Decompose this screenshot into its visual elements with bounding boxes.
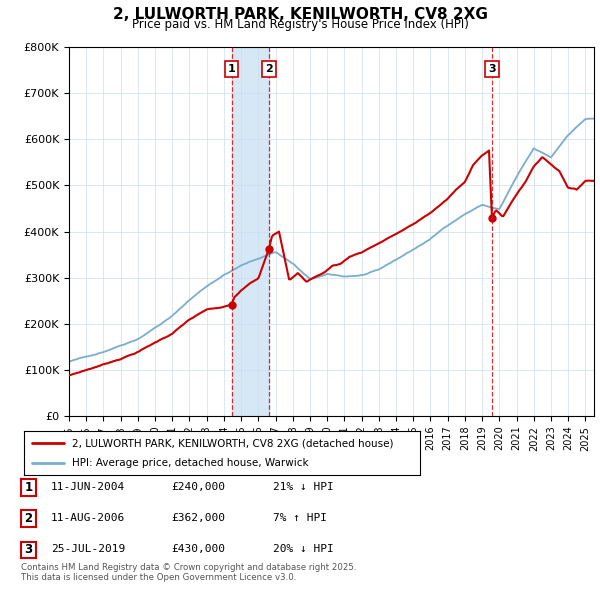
Text: 2, LULWORTH PARK, KENILWORTH, CV8 2XG (detached house): 2, LULWORTH PARK, KENILWORTH, CV8 2XG (d… [71,438,393,448]
Bar [232,47,269,416]
Text: 20% ↓ HPI: 20% ↓ HPI [273,545,334,554]
Text: 1: 1 [25,481,32,494]
Text: 25-JUL-2019: 25-JUL-2019 [51,545,125,554]
Text: 1: 1 [228,64,236,74]
Text: 2, LULWORTH PARK, KENILWORTH, CV8 2XG: 2, LULWORTH PARK, KENILWORTH, CV8 2XG [113,7,487,22]
Text: Price paid vs. HM Land Registry's House Price Index (HPI): Price paid vs. HM Land Registry's House … [131,18,469,31]
Text: Contains HM Land Registry data © Crown copyright and database right 2025.
This d: Contains HM Land Registry data © Crown c… [21,563,356,582]
Text: 2: 2 [265,64,273,74]
Text: £362,000: £362,000 [171,513,225,523]
Text: £430,000: £430,000 [171,545,225,554]
Text: 3: 3 [25,543,32,556]
Text: 21% ↓ HPI: 21% ↓ HPI [273,482,334,491]
Text: HPI: Average price, detached house, Warwick: HPI: Average price, detached house, Warw… [71,458,308,467]
Text: 7% ↑ HPI: 7% ↑ HPI [273,513,327,523]
Text: 3: 3 [488,64,496,74]
Text: 11-JUN-2004: 11-JUN-2004 [51,482,125,491]
Text: £240,000: £240,000 [171,482,225,491]
Text: 11-AUG-2006: 11-AUG-2006 [51,513,125,523]
Text: 2: 2 [25,512,32,525]
